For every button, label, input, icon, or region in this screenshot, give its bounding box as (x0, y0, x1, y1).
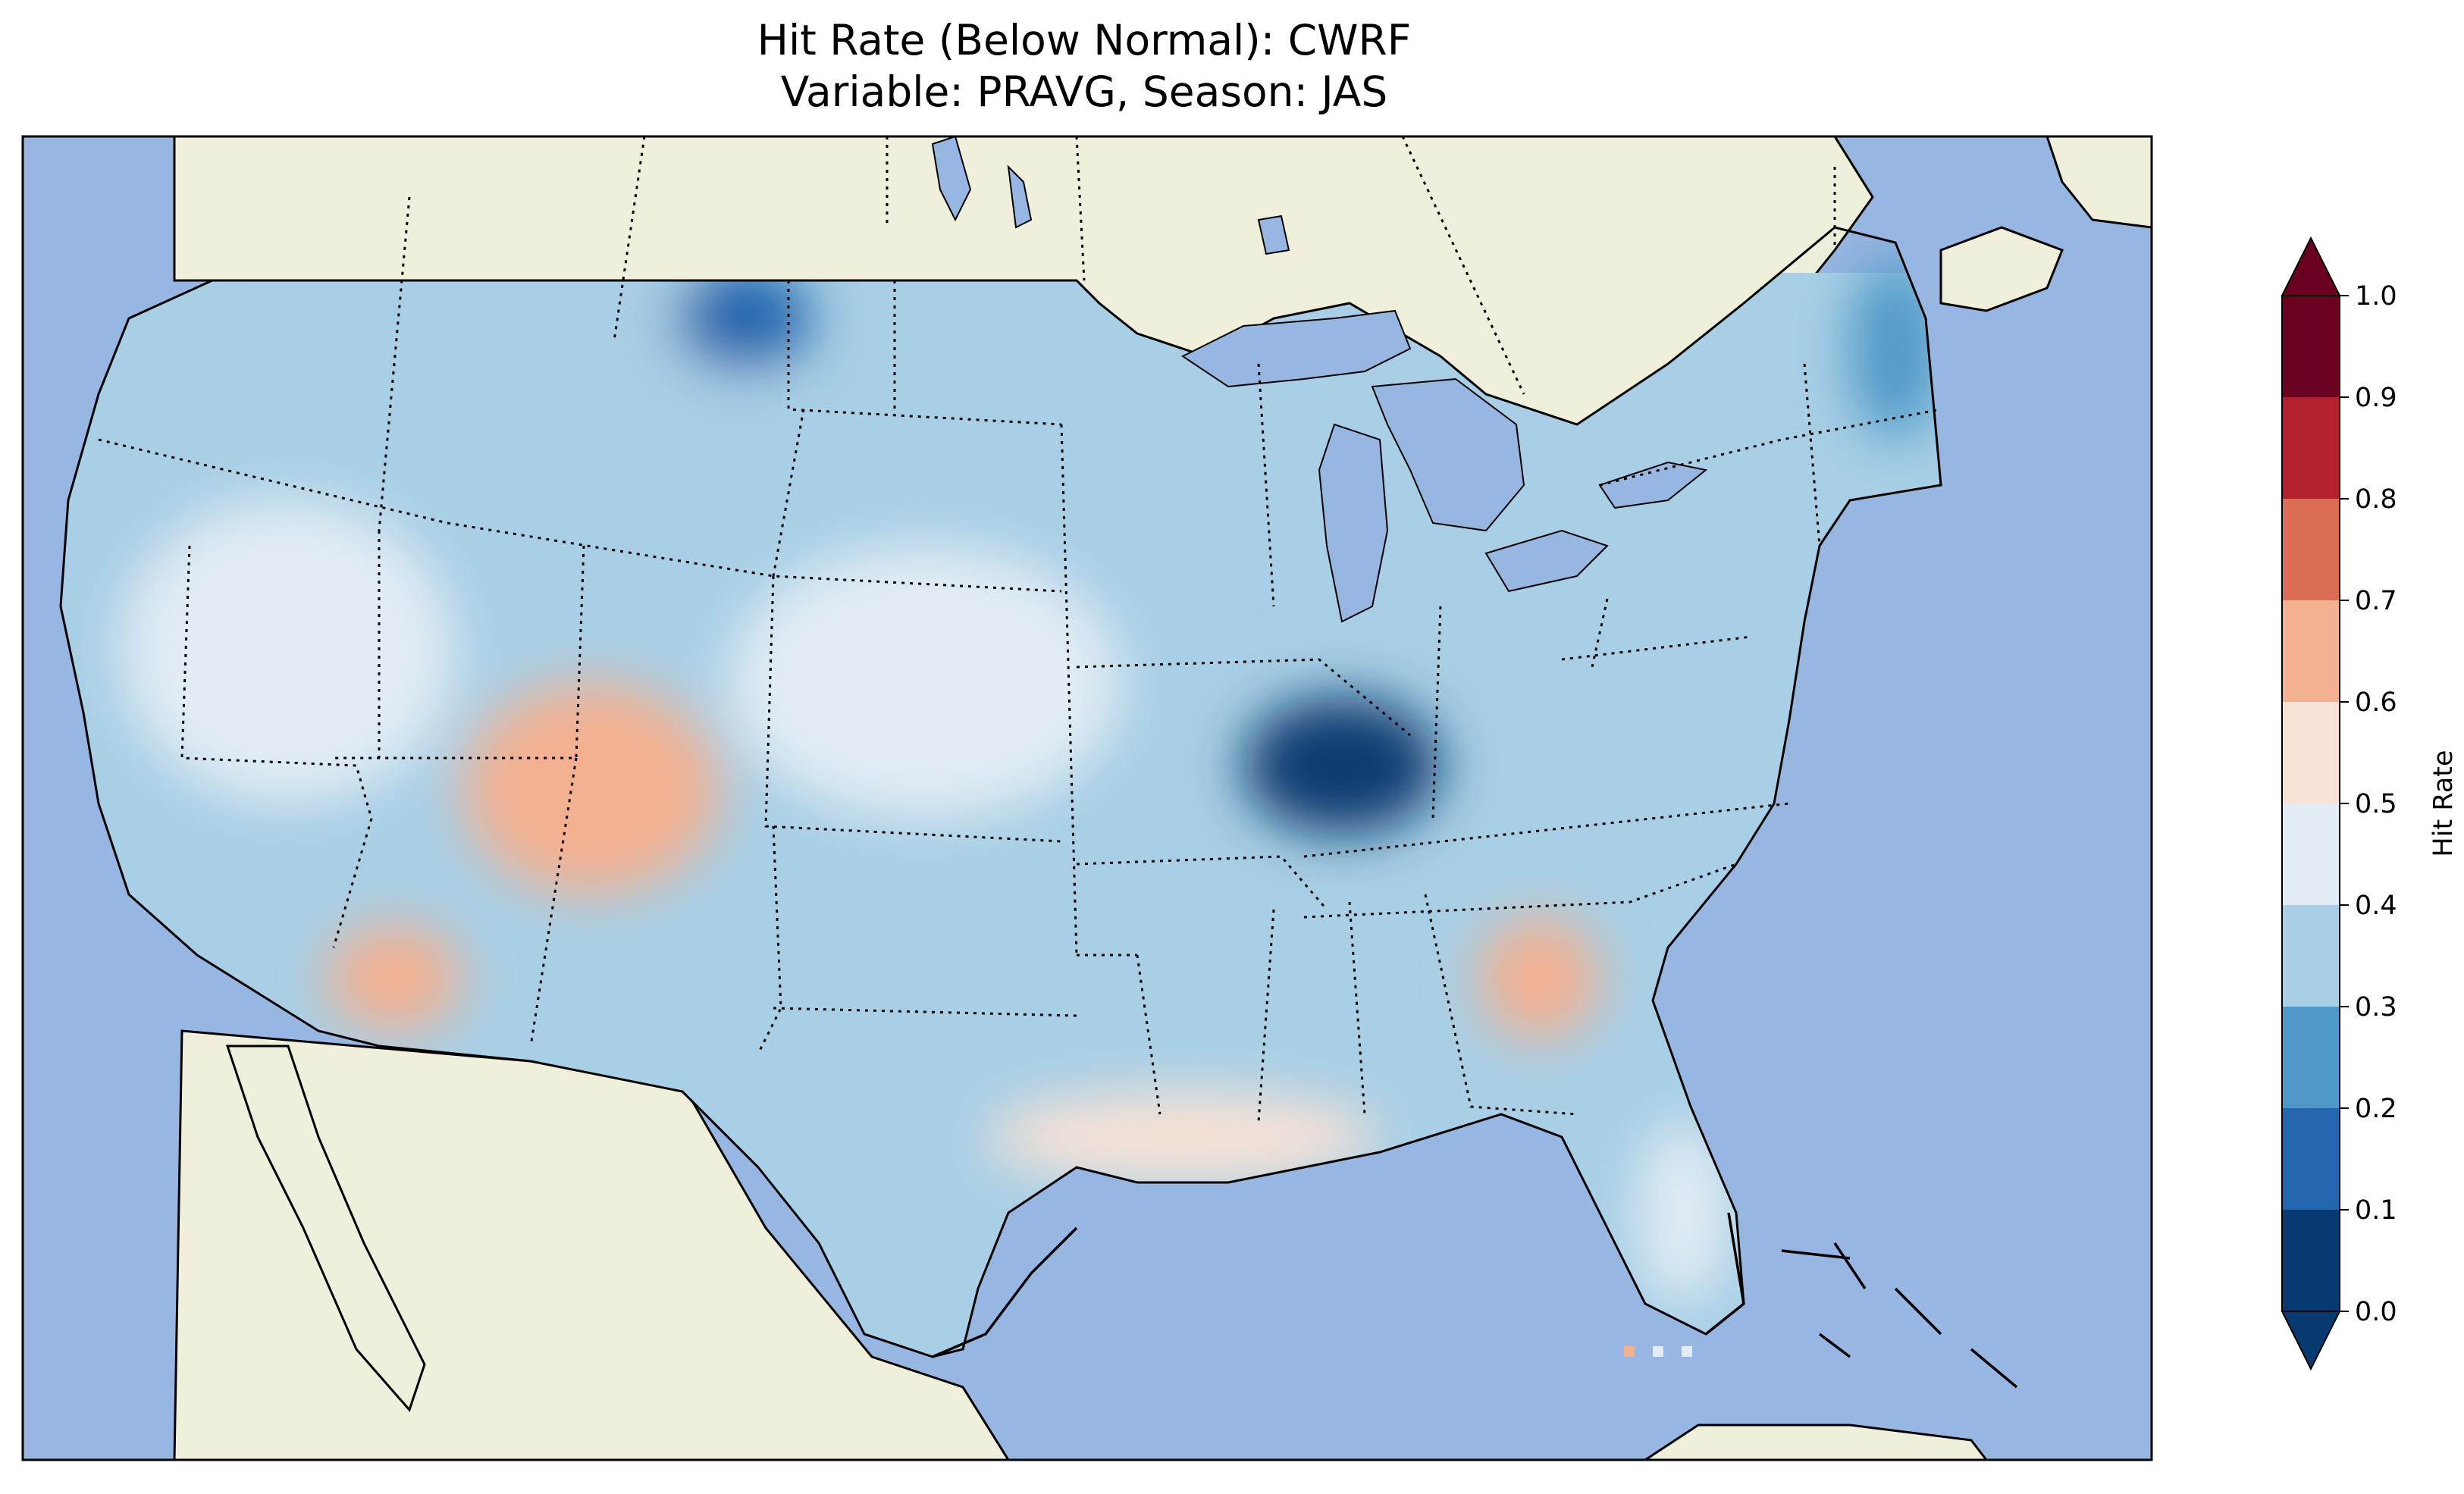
map-frame (21, 135, 2153, 1461)
colorbar-bin (2282, 1210, 2340, 1311)
colorbar-bin (2282, 1007, 2340, 1108)
heatmap-region (326, 925, 462, 1031)
colorbar-label: Hit Rate (2428, 750, 2459, 857)
heatmap-region (986, 1092, 1380, 1182)
colorbar-bin (2282, 296, 2340, 397)
colorbar-tick-label: 0.7 (2355, 586, 2397, 616)
colorbar-tick-label: 1.0 (2355, 281, 2397, 312)
colorbar-bin (2282, 397, 2340, 499)
colorbar-extend-low (2281, 1311, 2341, 1371)
colorbar-tick-label: 0.1 (2355, 1195, 2397, 1226)
florida-keys-cells (1624, 1346, 1692, 1357)
newfoundland-landmass (2045, 136, 2152, 229)
colorbar-tick-label: 0.9 (2355, 383, 2397, 413)
heatmap-region (1478, 917, 1600, 1038)
heatmap-region (121, 500, 455, 803)
heatmap-region (857, 1175, 993, 1342)
colorbar-tick-label: 0.5 (2355, 789, 2397, 819)
colorbar-extend-high (2281, 236, 2341, 296)
colorbar-bin (2282, 702, 2340, 803)
colorbar-bin (2282, 905, 2340, 1007)
map-subtitle: Variable: PRAVG, Season: JAS (780, 67, 1388, 116)
colorbar-tick-label: 0.3 (2355, 992, 2397, 1023)
heatmap-region (728, 546, 1122, 819)
colorbar-bin (2282, 803, 2340, 905)
map-title: Hit Rate (Below Normal): CWRF (757, 16, 1412, 64)
colorbar-bin (2282, 499, 2340, 600)
colorbar-tick-label: 0.4 (2355, 891, 2397, 921)
great-lakes (1181, 309, 1708, 623)
colorbar-tick-label: 0.8 (2355, 484, 2397, 515)
heatmap-region (1850, 258, 1941, 440)
baja-california (225, 1045, 426, 1412)
colorbar-tick-label: 0.2 (2355, 1094, 2397, 1124)
cuba-landmass (1643, 1424, 1988, 1460)
colorbar-tick-label: 0.6 (2355, 687, 2397, 718)
state-borders (98, 136, 1942, 1123)
nova-scotia-landmass (1939, 226, 2064, 312)
heatmap-region (1243, 697, 1440, 834)
heatmap-region (675, 265, 811, 371)
heatmap-region (462, 682, 720, 894)
colorbar-tick-label: 0.0 (2355, 1297, 2397, 1327)
colorbar-bin (2282, 600, 2340, 702)
heatmap-region (288, 235, 773, 493)
canadian-lakes (931, 136, 1290, 255)
heatmap-region (1046, 379, 1319, 561)
colorbar-bin (2282, 1108, 2340, 1210)
coastlines (932, 1212, 2018, 1389)
heatmap-region (1638, 1122, 1729, 1304)
